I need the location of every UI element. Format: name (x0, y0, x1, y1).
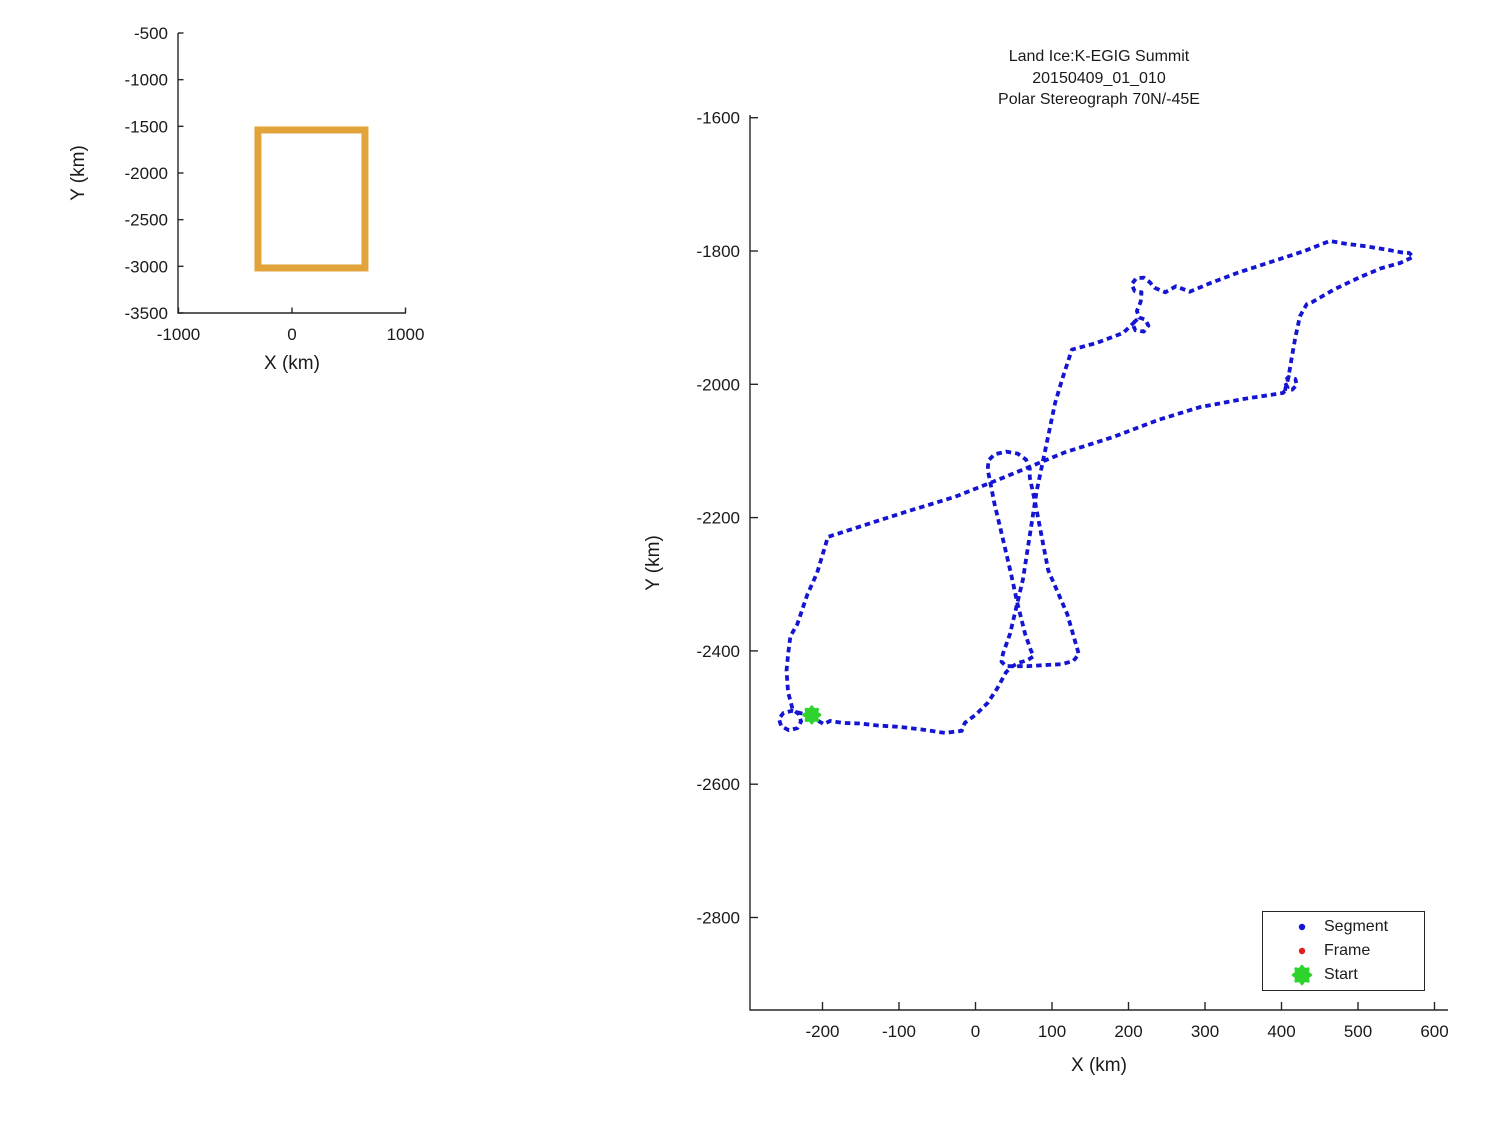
svg-text:0: 0 (971, 1022, 980, 1041)
legend-entry-frame: Frame (1283, 939, 1424, 963)
flight-path-layer (777, 239, 1415, 735)
start-star-icon (1283, 964, 1321, 986)
plot-title-line-2: 20150409_01_010 (1032, 70, 1166, 87)
svg-text:-2000: -2000 (697, 375, 740, 394)
svg-text:-2600: -2600 (697, 775, 740, 794)
svg-text:-1800: -1800 (697, 242, 740, 261)
svg-text:-3500: -3500 (125, 304, 168, 323)
svg-text:-1600: -1600 (697, 109, 740, 128)
flight-x-axis-label: X (km) (1071, 1055, 1127, 1076)
svg-text:-1000: -1000 (125, 71, 168, 90)
flight-axes: -200 -100 0 100 200 300 400 500 600 -1600 -1800 -20… (697, 109, 1449, 1041)
svg-text:-500: -500 (134, 24, 168, 43)
svg-text:-2200: -2200 (697, 509, 740, 528)
plot-title-line-1: Land Ice:K-EGIG Summit (1009, 48, 1190, 65)
svg-text:-1500: -1500 (125, 117, 168, 136)
svg-text:400: 400 (1267, 1022, 1295, 1041)
legend-label-start: Start (1324, 966, 1358, 983)
segment-dot-icon (1283, 916, 1321, 938)
frame-dot-icon (1283, 940, 1321, 962)
svg-text:200: 200 (1114, 1022, 1142, 1041)
legend-entry-segment: Segment (1283, 915, 1424, 939)
legend-box: Segment Frame Start (1262, 911, 1425, 991)
svg-text:-1000: -1000 (157, 325, 200, 344)
legend-label-segment: Segment (1324, 918, 1389, 935)
flight-y-axis-label: Y (km) (643, 535, 664, 591)
legend-label-frame: Frame (1324, 942, 1371, 959)
svg-text:-3000: -3000 (125, 257, 168, 276)
svg-text:600: 600 (1420, 1022, 1448, 1041)
svg-text:300: 300 (1191, 1022, 1219, 1041)
svg-text:-2000: -2000 (125, 164, 168, 183)
overview-coverage-box (254, 126, 369, 272)
svg-text:-2400: -2400 (697, 642, 740, 661)
svg-text:100: 100 (1038, 1022, 1066, 1041)
overview-x-axis-label: X (km) (264, 353, 320, 374)
svg-text:0: 0 (287, 325, 296, 344)
overview-axes: -1000 0 1000 -500 -1000 -1500 -2000 -2500 -3000 -… (125, 24, 425, 344)
svg-text:-2500: -2500 (125, 211, 168, 230)
svg-text:-200: -200 (805, 1022, 839, 1041)
svg-text:500: 500 (1344, 1022, 1372, 1041)
svg-text:1000: 1000 (387, 325, 425, 344)
plot-title-line-3: Polar Stereograph 70N/-45E (998, 91, 1200, 108)
legend-entry-start: Start (1283, 963, 1424, 987)
overview-y-axis-label: Y (km) (68, 145, 89, 201)
svg-text:-2800: -2800 (697, 909, 740, 928)
svg-text:-100: -100 (882, 1022, 916, 1041)
